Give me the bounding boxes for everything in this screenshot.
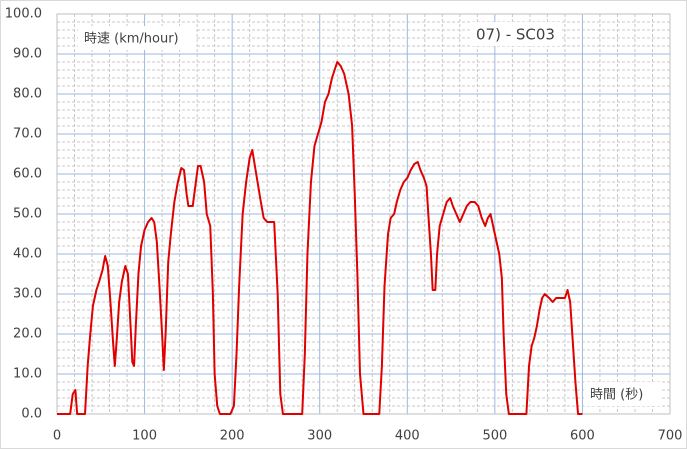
y-tick-label: 30.0 bbox=[13, 287, 42, 302]
x-tick-label: 0 bbox=[53, 429, 61, 444]
x-tick-label: 300 bbox=[307, 429, 332, 444]
x-axis-label: 時間 (秒) bbox=[590, 388, 643, 403]
y-tick-label: 10.0 bbox=[13, 367, 42, 382]
y-tick-label: 0.0 bbox=[21, 407, 42, 422]
x-tick-label: 200 bbox=[220, 429, 245, 444]
x-tick-label: 100 bbox=[132, 429, 157, 444]
annotation-bg bbox=[472, 22, 562, 46]
x-tick-label: 500 bbox=[482, 429, 507, 444]
label-bg bbox=[584, 382, 660, 406]
y-axis-label: 時速 (km/hour) bbox=[84, 32, 179, 47]
y-tick-label: 20.0 bbox=[13, 327, 42, 342]
speed-line bbox=[57, 61, 583, 415]
x-tick-label: 600 bbox=[570, 429, 595, 444]
grid bbox=[56, 13, 671, 415]
y-tick-label: 50.0 bbox=[13, 207, 42, 222]
y-tick-label: 90.0 bbox=[13, 47, 42, 62]
y-tick-label: 80.0 bbox=[13, 87, 42, 102]
label-bg bbox=[78, 26, 196, 50]
y-tick-label: 70.0 bbox=[13, 127, 42, 142]
y-tick-label: 100.0 bbox=[5, 7, 42, 22]
annotation: 07) - SC03 bbox=[476, 26, 555, 44]
x-tick-label: 400 bbox=[395, 429, 420, 444]
y-tick-label: 60.0 bbox=[13, 167, 42, 182]
plot bbox=[57, 61, 583, 415]
x-tick-label: 700 bbox=[658, 429, 683, 444]
y-tick-label: 40.0 bbox=[13, 247, 42, 262]
